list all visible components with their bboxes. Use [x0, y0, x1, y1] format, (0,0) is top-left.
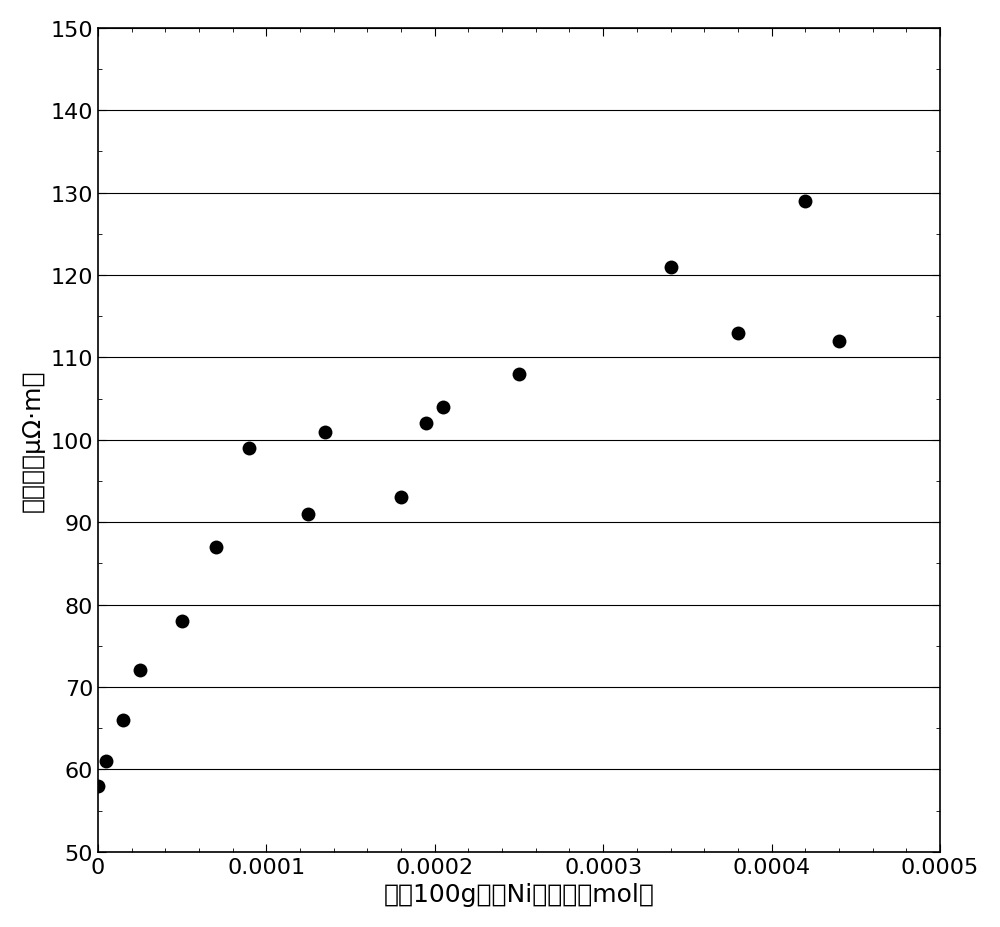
Point	[435, 400, 451, 414]
Point	[115, 713, 131, 728]
Point	[317, 425, 333, 439]
Point	[132, 664, 148, 679]
Point	[663, 260, 679, 275]
Point	[174, 614, 190, 629]
Point	[730, 326, 746, 341]
Point	[797, 195, 813, 210]
Point	[300, 507, 316, 522]
Y-axis label: 電阻率（μΩ·m）: 電阻率（μΩ·m）	[21, 369, 45, 512]
Point	[208, 540, 224, 554]
X-axis label: 鐵粉100g中的Ni摩尔数（mol）: 鐵粉100g中的Ni摩尔数（mol）	[384, 883, 654, 907]
Point	[90, 779, 106, 794]
Point	[98, 754, 114, 768]
Point	[241, 441, 257, 456]
Point	[393, 490, 409, 505]
Point	[511, 367, 527, 382]
Point	[418, 416, 434, 431]
Point	[831, 334, 847, 349]
